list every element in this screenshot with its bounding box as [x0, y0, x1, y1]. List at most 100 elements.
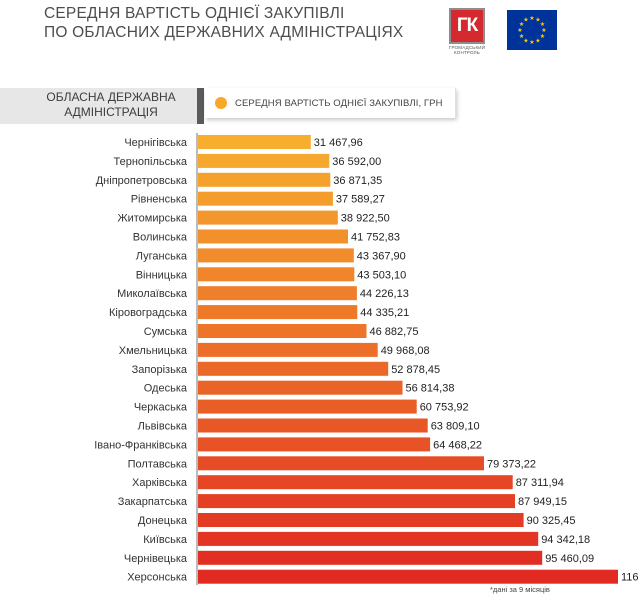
eu-flag-star: ★ — [519, 33, 524, 40]
category-label: Хмельницька — [119, 345, 188, 357]
data-label: 87 949,15 — [518, 496, 567, 508]
data-label: 64 468,22 — [433, 439, 482, 451]
data-label: 60 753,92 — [420, 402, 469, 414]
category-label: Дніпропетровська — [96, 175, 188, 187]
data-label: 31 467,96 — [314, 137, 363, 149]
data-label: 37 589,27 — [336, 194, 385, 206]
eu-flag-star: ★ — [523, 37, 528, 44]
data-label: 38 922,50 — [341, 213, 390, 225]
logo-letters: ГК — [449, 8, 485, 44]
eu-flag-star: ★ — [541, 27, 546, 34]
logo-caption-line2: КОНТРОЛЬ — [454, 50, 480, 55]
data-label: 87 311,94 — [516, 477, 564, 489]
category-label: Тернопільська — [114, 156, 188, 168]
eu-flag-star: ★ — [535, 37, 540, 44]
bar — [198, 305, 358, 320]
bar — [198, 248, 354, 263]
data-label: 116 418,80 — [621, 572, 640, 584]
category-label: Київська — [143, 534, 188, 546]
chart-title-line2: ПО ОБЛАСНИХ ДЕРЖАВНИХ АДМІНІСТРАЦІЯХ — [44, 24, 404, 41]
civic-control-logo: ГК ГРОМАДСЬКИЙ КОНТРОЛЬ — [447, 8, 487, 55]
data-label: 44 335,21 — [360, 307, 409, 319]
eu-flag-star: ★ — [529, 39, 534, 46]
data-label: 79 373,22 — [487, 458, 536, 470]
data-label: 36 592,00 — [332, 156, 381, 168]
bar — [198, 153, 330, 168]
eu-flag-star: ★ — [523, 17, 528, 24]
category-axis-label: ОБЛАСНА ДЕРЖАВНА АДМІНІСТРАЦІЯ — [46, 90, 176, 119]
logo-caption-line1: ГРОМАДСЬКИЙ — [448, 45, 486, 50]
category-label: Запорізька — [132, 364, 188, 376]
eu-flag-background — [507, 10, 557, 50]
category-label: Харківська — [132, 477, 188, 489]
data-label: 56 814,38 — [406, 383, 455, 395]
eu-flag-star: ★ — [519, 21, 524, 28]
data-label: 49 968,08 — [381, 345, 430, 357]
category-label: Полтавська — [128, 458, 188, 470]
category-label: Луганська — [136, 250, 188, 262]
category-label: Сумська — [144, 326, 188, 338]
data-label: 43 367,90 — [357, 250, 406, 262]
category-label: Житомирська — [117, 213, 187, 225]
eu-flag-star: ★ — [529, 15, 534, 22]
bar — [198, 494, 515, 509]
category-label: Донецька — [138, 515, 188, 527]
category-label: Чернівецька — [124, 553, 188, 565]
category-label: Черкаська — [134, 402, 188, 414]
eu-flag-star: ★ — [540, 33, 545, 40]
legend-label: СЕРЕДНЯ ВАРТІСТЬ ОДНІЄЇ ЗАКУПІВЛІ, ГРН — [235, 97, 443, 109]
bar — [198, 342, 378, 357]
legend: СЕРЕДНЯ ВАРТІСТЬ ОДНІЄЇ ЗАКУПІВЛІ, ГРН — [205, 88, 456, 118]
bar — [198, 172, 331, 187]
bar — [198, 418, 428, 433]
data-label: 95 460,09 — [545, 553, 594, 565]
eu-flag-star: ★ — [517, 27, 522, 34]
bar — [198, 135, 311, 149]
data-label: 52 878,45 — [391, 364, 440, 376]
category-header-accent — [197, 88, 204, 124]
bar — [198, 361, 389, 376]
eu-flag-icon: ★★★★★★★★★ ★ ★★ — [507, 10, 557, 50]
category-label: Івано-Франківська — [94, 439, 188, 451]
bar — [198, 569, 618, 584]
category-header-band — [0, 88, 200, 124]
data-label: 94 342,18 — [541, 534, 590, 546]
category-label: Миколаївська — [117, 288, 188, 300]
category-label: Вінницька — [136, 269, 188, 281]
category-label: Львівська — [138, 421, 188, 433]
bar — [198, 267, 355, 282]
bar — [198, 437, 431, 452]
data-label: 36 871,35 — [333, 175, 382, 187]
category-label: Херсонська — [127, 572, 188, 584]
bar — [198, 191, 333, 206]
bar — [198, 380, 403, 395]
bar — [198, 210, 338, 225]
bar — [198, 456, 484, 471]
data-label: 46 882,75 — [370, 326, 419, 338]
bar — [198, 324, 367, 338]
category-label: Закарпатська — [118, 496, 188, 508]
chart-title: СЕРЕДНЯ ВАРТІСТЬ ОДНІЄЇ ЗАКУПІВЛІ ПО ОБЛ… — [44, 4, 403, 42]
category-label: Рівненська — [131, 194, 188, 206]
bar — [198, 550, 543, 565]
bar — [198, 229, 348, 244]
legend-marker — [215, 97, 227, 109]
category-label: Волинська — [133, 232, 188, 244]
data-label: 43 503,10 — [357, 269, 406, 281]
bar — [198, 399, 417, 414]
data-label: 41 752,83 — [351, 232, 400, 244]
category-label: Чернігівська — [124, 137, 188, 149]
chart-title-line1: СЕРЕДНЯ ВАРТІСТЬ ОДНІЄЇ ЗАКУПІВЛІ — [44, 5, 345, 22]
data-label: 90 325,45 — [527, 515, 576, 527]
logo-caption: ГРОМАДСЬКИЙ КОНТРОЛЬ — [447, 45, 487, 55]
category-label: Одеська — [144, 383, 188, 395]
bar — [198, 531, 539, 546]
eu-flag-star: ★ — [540, 21, 545, 28]
bar — [198, 286, 357, 301]
bar — [198, 475, 513, 490]
bar-chart: Чернігівська 31 467,96 Тернопільська 36 592… — [94, 133, 640, 585]
data-label: 44 226,13 — [360, 288, 409, 300]
bar — [198, 513, 524, 527]
data-label: 63 809,10 — [431, 421, 480, 433]
footnote: *дані за 9 місяців — [490, 585, 550, 594]
